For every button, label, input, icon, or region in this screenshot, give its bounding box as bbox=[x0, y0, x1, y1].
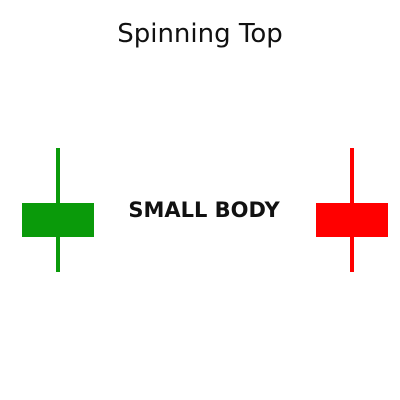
bullish-candle bbox=[22, 148, 94, 272]
bullish-candle-body bbox=[22, 203, 94, 237]
diagram-title: Spinning Top bbox=[117, 19, 283, 49]
small-body-label: SMALL BODY bbox=[128, 198, 280, 222]
bearish-candle bbox=[316, 148, 388, 272]
bearish-candle-body bbox=[316, 203, 388, 237]
